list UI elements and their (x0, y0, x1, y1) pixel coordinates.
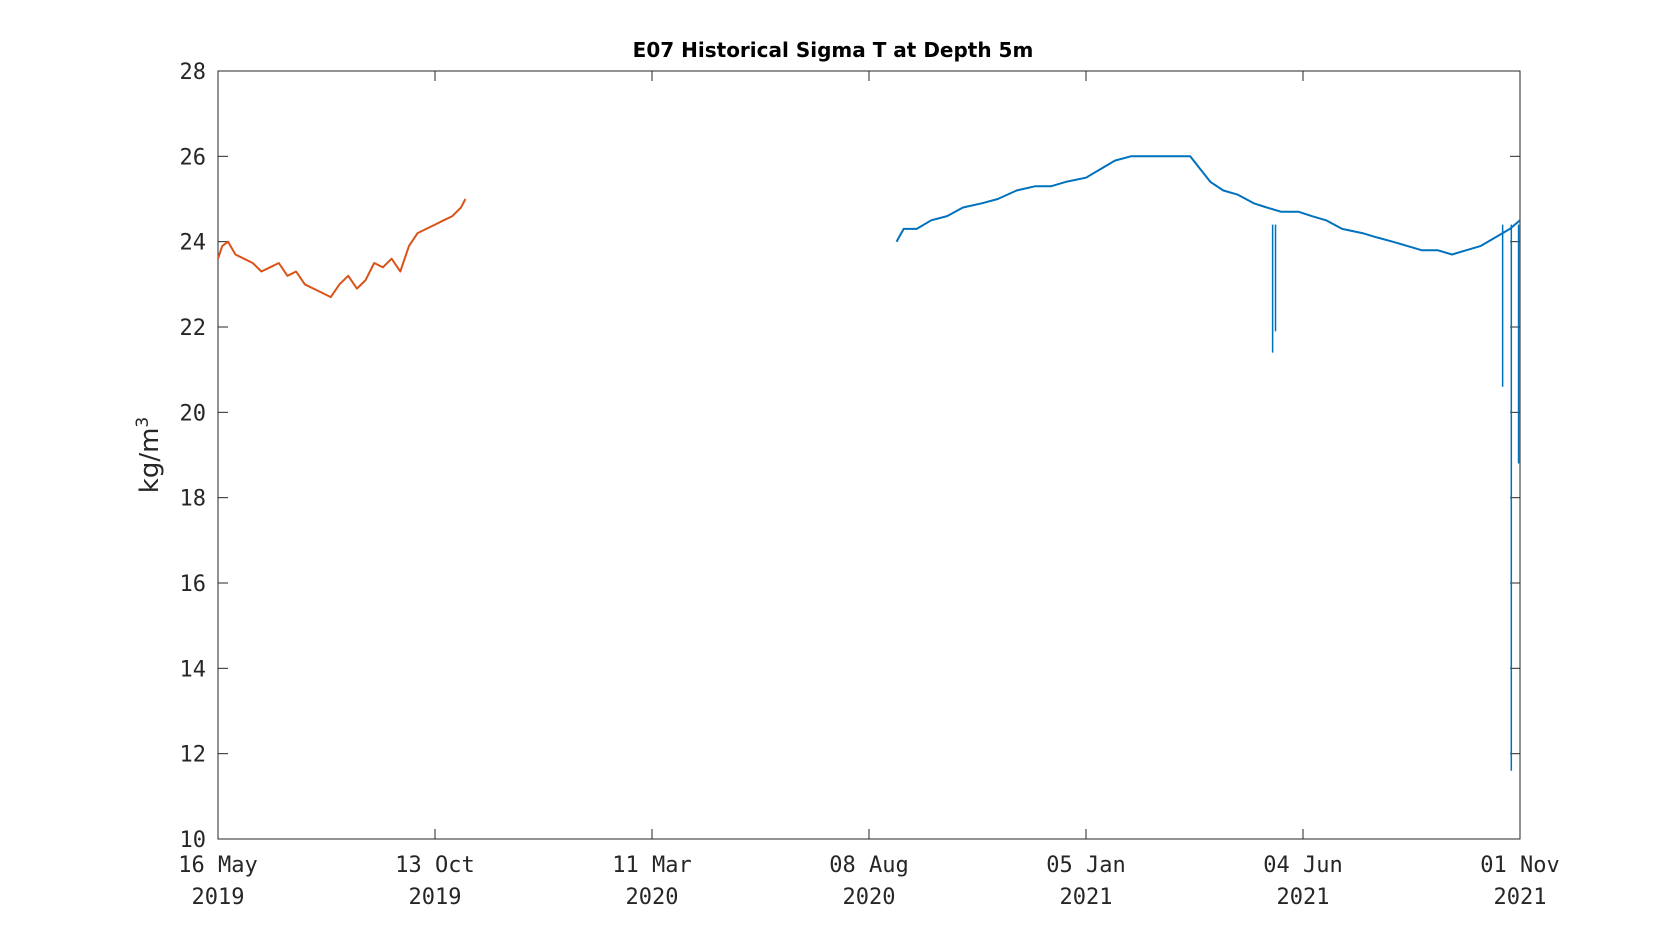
chart-title: E07 Historical Sigma T at Depth 5m (633, 38, 1034, 62)
series-2-line (895, 155, 1521, 256)
x-tick-label: 11 Mar (612, 853, 691, 878)
x-tick-year-label: 2019 (192, 885, 245, 910)
y-axis-label-superscript: 3 (133, 417, 153, 428)
y-tick-label: 12 (180, 743, 207, 768)
x-tick-year-label: 2019 (409, 885, 462, 910)
series-1-line (217, 198, 467, 299)
y-tick-label: 20 (180, 401, 207, 426)
x-tick-year-label: 2020 (626, 885, 679, 910)
x-tick-label: 16 May (178, 853, 257, 878)
x-tick-year-label: 2021 (1494, 885, 1547, 910)
y-tick-label: 26 (180, 145, 207, 170)
y-axis: 10 12 14 16 18 20 22 24 26 28 (180, 60, 1520, 853)
x-tick-year-label: 2020 (843, 885, 896, 910)
x-tick-label: 08 Aug (829, 853, 908, 878)
y-tick-label: 22 (180, 316, 207, 341)
x-tick-label: 05 Jan (1046, 853, 1125, 878)
x-tick-year-label: 2021 (1060, 885, 1113, 910)
x-tick-label: 13 Oct (395, 853, 474, 878)
y-tick-label: 18 (180, 487, 207, 512)
y-tick-label: 16 (180, 572, 207, 597)
series-layer (217, 155, 1521, 771)
x-tick-year-label: 2021 (1277, 885, 1330, 910)
y-tick-label: 24 (180, 231, 207, 256)
y-axis-label: kg/m3 (133, 417, 165, 493)
x-tick-label: 04 Jun (1263, 853, 1342, 878)
y-axis-label-base: kg/m (135, 428, 165, 494)
y-tick-label: 14 (180, 657, 207, 682)
plot-frame (217, 70, 1521, 840)
y-tick-label: 28 (180, 60, 207, 85)
x-tick-label: 01 Nov (1480, 853, 1559, 878)
y-tick-label: 10 (180, 828, 207, 853)
